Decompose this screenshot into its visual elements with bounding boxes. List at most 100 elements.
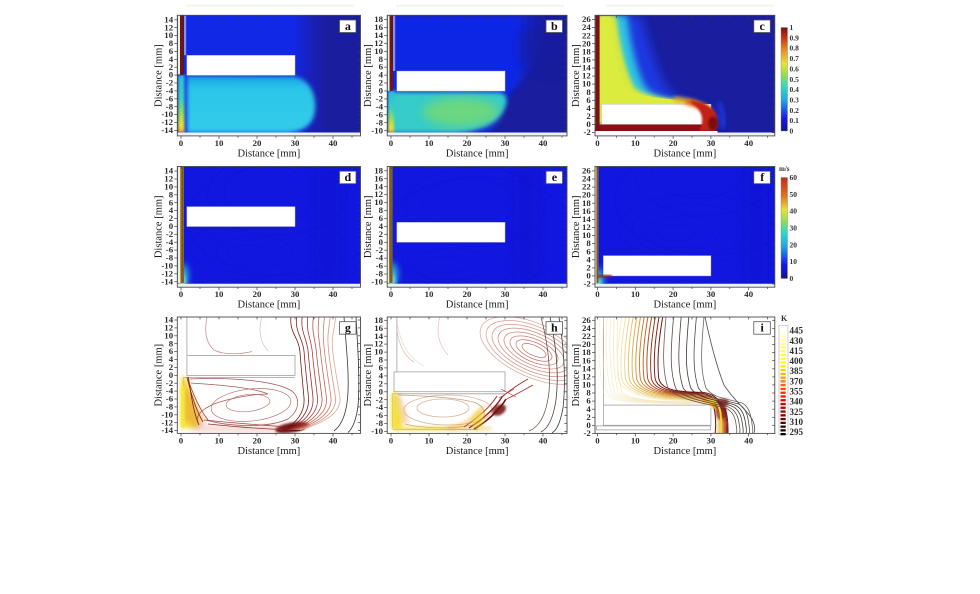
svg-text:14: 14 xyxy=(582,214,591,224)
svg-text:d: d xyxy=(345,170,352,184)
svg-text:-6: -6 xyxy=(376,410,384,420)
svg-text:20: 20 xyxy=(582,38,591,48)
svg-text:30: 30 xyxy=(707,138,716,148)
svg-text:-2: -2 xyxy=(376,245,384,255)
svg-text:415: 415 xyxy=(790,346,804,356)
svg-text:c: c xyxy=(760,19,766,33)
svg-text:18: 18 xyxy=(582,46,591,56)
svg-text:-12: -12 xyxy=(161,117,173,127)
svg-text:8: 8 xyxy=(169,38,174,48)
svg-text:16: 16 xyxy=(582,355,591,365)
svg-text:-8: -8 xyxy=(166,253,174,263)
svg-text:40: 40 xyxy=(329,138,338,148)
svg-text:2: 2 xyxy=(169,362,174,372)
svg-text:14: 14 xyxy=(582,363,591,373)
svg-text:-4: -4 xyxy=(376,402,384,412)
svg-text:400: 400 xyxy=(790,356,804,366)
svg-text:10: 10 xyxy=(790,257,798,266)
svg-text:40: 40 xyxy=(329,289,338,299)
svg-text:6: 6 xyxy=(586,246,591,256)
svg-text:-12: -12 xyxy=(161,417,173,427)
svg-text:445: 445 xyxy=(790,326,804,336)
svg-text:8: 8 xyxy=(586,388,591,398)
svg-text:30: 30 xyxy=(501,138,510,148)
svg-text:18: 18 xyxy=(374,165,383,175)
svg-text:26: 26 xyxy=(582,315,591,325)
svg-text:Distance [mm]: Distance [mm] xyxy=(446,148,509,159)
svg-text:6: 6 xyxy=(169,46,174,56)
svg-text:10: 10 xyxy=(215,138,224,148)
svg-text:0.5: 0.5 xyxy=(790,75,800,84)
svg-text:40: 40 xyxy=(744,435,753,445)
svg-text:Distance [mm]: Distance [mm] xyxy=(654,446,717,457)
svg-text:2: 2 xyxy=(169,62,174,72)
svg-text:4: 4 xyxy=(586,254,591,264)
svg-text:-8: -8 xyxy=(376,418,384,428)
svg-text:8: 8 xyxy=(379,205,384,215)
svg-text:-4: -4 xyxy=(166,386,174,396)
svg-text:10: 10 xyxy=(374,347,383,357)
svg-text:10: 10 xyxy=(582,230,591,240)
svg-text:-4: -4 xyxy=(166,86,174,96)
svg-text:1: 1 xyxy=(790,23,794,32)
svg-text:10: 10 xyxy=(631,138,640,148)
svg-text:-6: -6 xyxy=(166,245,174,255)
svg-text:-6: -6 xyxy=(166,394,174,404)
svg-text:2: 2 xyxy=(586,412,591,422)
svg-text:6: 6 xyxy=(379,213,384,223)
svg-text:e: e xyxy=(552,170,558,184)
svg-text:40: 40 xyxy=(539,435,548,445)
svg-text:10: 10 xyxy=(582,79,591,89)
svg-text:-10: -10 xyxy=(371,426,383,436)
svg-text:Distance [mm]: Distance [mm] xyxy=(571,195,582,258)
svg-text:-2: -2 xyxy=(376,394,384,404)
svg-text:0.7: 0.7 xyxy=(790,54,800,63)
svg-text:g: g xyxy=(345,321,351,335)
svg-text:30: 30 xyxy=(291,289,300,299)
svg-text:40: 40 xyxy=(539,289,548,299)
svg-text:325: 325 xyxy=(790,407,804,417)
svg-text:30: 30 xyxy=(707,289,716,299)
svg-text:6: 6 xyxy=(169,197,174,207)
svg-text:-14: -14 xyxy=(161,125,173,135)
svg-text:6: 6 xyxy=(586,396,591,406)
svg-text:2: 2 xyxy=(379,78,384,88)
svg-text:0: 0 xyxy=(586,119,591,129)
svg-text:10: 10 xyxy=(164,330,173,340)
svg-text:4: 4 xyxy=(379,371,384,381)
svg-text:4: 4 xyxy=(169,354,174,364)
svg-text:355: 355 xyxy=(790,387,804,397)
svg-text:8: 8 xyxy=(379,355,384,365)
svg-text:-4: -4 xyxy=(376,101,384,111)
svg-text:0: 0 xyxy=(389,435,394,445)
svg-text:-2: -2 xyxy=(166,229,174,239)
svg-text:Distance [mm]: Distance [mm] xyxy=(153,44,164,107)
svg-text:0.1: 0.1 xyxy=(790,116,800,125)
svg-text:50: 50 xyxy=(790,190,798,199)
svg-text:8: 8 xyxy=(169,189,174,199)
svg-text:14: 14 xyxy=(164,166,173,176)
svg-text:22: 22 xyxy=(582,30,591,40)
svg-text:Distance [mm]: Distance [mm] xyxy=(153,344,164,407)
svg-text:0.6: 0.6 xyxy=(790,64,800,73)
svg-text:10: 10 xyxy=(425,435,434,445)
svg-text:6: 6 xyxy=(379,363,384,373)
svg-text:10: 10 xyxy=(164,30,173,40)
svg-text:18: 18 xyxy=(582,198,591,208)
svg-text:-6: -6 xyxy=(376,261,384,271)
svg-text:14: 14 xyxy=(164,315,173,325)
svg-text:10: 10 xyxy=(425,138,434,148)
svg-text:0: 0 xyxy=(179,289,184,299)
svg-text:-2: -2 xyxy=(166,78,174,88)
svg-text:0: 0 xyxy=(179,138,184,148)
svg-text:40: 40 xyxy=(329,435,338,445)
svg-text:-10: -10 xyxy=(371,125,383,135)
svg-text:30: 30 xyxy=(291,138,300,148)
svg-text:-2: -2 xyxy=(583,127,591,137)
svg-text:0.9: 0.9 xyxy=(790,33,800,42)
svg-text:20: 20 xyxy=(790,240,798,249)
svg-text:12: 12 xyxy=(164,323,173,333)
svg-text:-14: -14 xyxy=(161,276,173,286)
svg-text:Distance [mm]: Distance [mm] xyxy=(446,446,509,457)
svg-text:0.4: 0.4 xyxy=(790,85,800,94)
